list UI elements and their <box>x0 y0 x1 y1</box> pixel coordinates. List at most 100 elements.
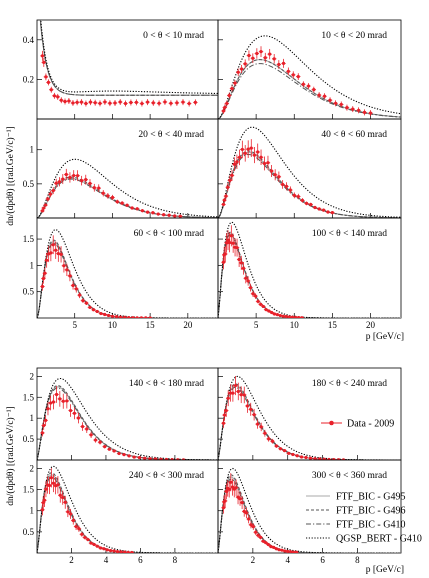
x-tick-label: 2 <box>69 555 74 565</box>
data-point <box>304 455 308 460</box>
data-point <box>67 99 71 103</box>
data-point <box>113 101 117 105</box>
data-point <box>112 549 116 553</box>
data-point <box>261 304 265 309</box>
data-point <box>42 498 47 502</box>
panel-title: 140 < θ < 180 mrad <box>129 379 204 389</box>
data-point <box>44 75 48 79</box>
data-point <box>259 155 263 159</box>
data-point <box>299 455 304 459</box>
data-point <box>76 174 80 178</box>
data-point <box>44 487 48 491</box>
data-point <box>178 214 182 218</box>
data-point <box>227 487 231 491</box>
data-point <box>251 56 255 60</box>
top-x-axis-label: p [GeV/c] <box>366 332 404 342</box>
data-point <box>244 511 249 515</box>
y-tick-label: 2 <box>30 371 35 381</box>
data-point <box>46 407 50 411</box>
y-tick-label: 2 <box>30 463 35 473</box>
data-point <box>221 202 226 206</box>
data-point <box>135 316 139 318</box>
data-point <box>296 74 300 79</box>
data-point <box>46 80 51 84</box>
data-point <box>313 205 317 210</box>
data-point <box>63 500 67 504</box>
data-point <box>270 310 274 315</box>
data-point <box>287 315 291 318</box>
data-point <box>282 449 287 453</box>
legend-label-ftf-g496: FTF_BIC - G496 <box>336 506 405 517</box>
data-point <box>75 100 79 104</box>
data-point <box>139 316 144 318</box>
data-point <box>330 211 334 215</box>
data-point <box>286 549 290 553</box>
data-point <box>173 214 177 218</box>
mc-curve-0 <box>37 474 218 553</box>
data-point <box>131 316 135 318</box>
data-point <box>277 175 281 179</box>
data-point <box>145 100 150 104</box>
data-point <box>84 178 88 182</box>
data-point <box>68 512 73 516</box>
data-point <box>148 457 152 460</box>
data-point <box>293 315 298 318</box>
data-point <box>89 433 93 437</box>
data-point <box>148 316 152 318</box>
data-point <box>327 457 331 460</box>
y-tick-label: 0.5 <box>23 434 35 444</box>
mc-curve-3 <box>218 467 401 553</box>
data-point <box>125 203 129 207</box>
mc-curve-1 <box>37 385 218 460</box>
data-point <box>306 84 311 88</box>
data-point <box>321 208 326 212</box>
data-point <box>112 449 116 453</box>
data-point <box>345 106 349 110</box>
data-point <box>80 179 84 183</box>
panel-0-4: 0.5 1 1.5 5 10 15 20 60 < θ < 100 mrad <box>23 217 219 330</box>
data-point <box>222 198 227 202</box>
data-point <box>235 246 239 250</box>
data-point <box>249 523 253 527</box>
data-point <box>221 260 226 264</box>
x-tick-label: 4 <box>285 555 290 565</box>
data-point <box>77 293 82 297</box>
data-point <box>48 192 53 196</box>
y-tick-label: 0.4 <box>23 35 35 45</box>
data-point <box>259 425 263 429</box>
data-point <box>259 302 263 307</box>
data-point <box>264 308 268 312</box>
data-point <box>145 210 150 214</box>
data-point <box>296 194 300 199</box>
data-point <box>95 544 99 548</box>
data-point <box>49 88 53 92</box>
data-point <box>221 109 226 113</box>
data-point <box>236 70 240 74</box>
data-point <box>368 111 373 115</box>
x-tick-label: 6 <box>138 555 143 565</box>
data-point <box>117 451 121 456</box>
data-point <box>278 447 283 451</box>
mc-curve-0 <box>37 241 218 318</box>
data-point <box>235 160 239 164</box>
data-point <box>123 101 128 106</box>
data-point <box>59 98 63 102</box>
data-point <box>84 101 88 106</box>
panel-1-0: 0.5 1 1.5 2 140 < θ < 180 mrad <box>23 367 219 461</box>
data-point <box>88 100 93 104</box>
mc-curve-3 <box>37 465 218 553</box>
data-point <box>245 404 250 408</box>
data-point <box>228 241 232 245</box>
data-point <box>120 201 124 205</box>
data-point <box>49 251 53 255</box>
panel-title: 100 < θ < 140 mrad <box>312 229 387 239</box>
panel-title: 240 < θ < 300 mrad <box>129 471 204 481</box>
data-point <box>269 169 274 173</box>
bottom-x-axis-label: p [GeV/c] <box>366 565 404 575</box>
data-point <box>54 248 58 252</box>
mc-curve-2 <box>37 178 218 218</box>
data-point <box>52 94 57 98</box>
panel-0-2: 0.5 1 20 < θ < 40 mrad <box>23 118 219 219</box>
data-point <box>256 299 260 304</box>
data-point <box>237 155 242 159</box>
